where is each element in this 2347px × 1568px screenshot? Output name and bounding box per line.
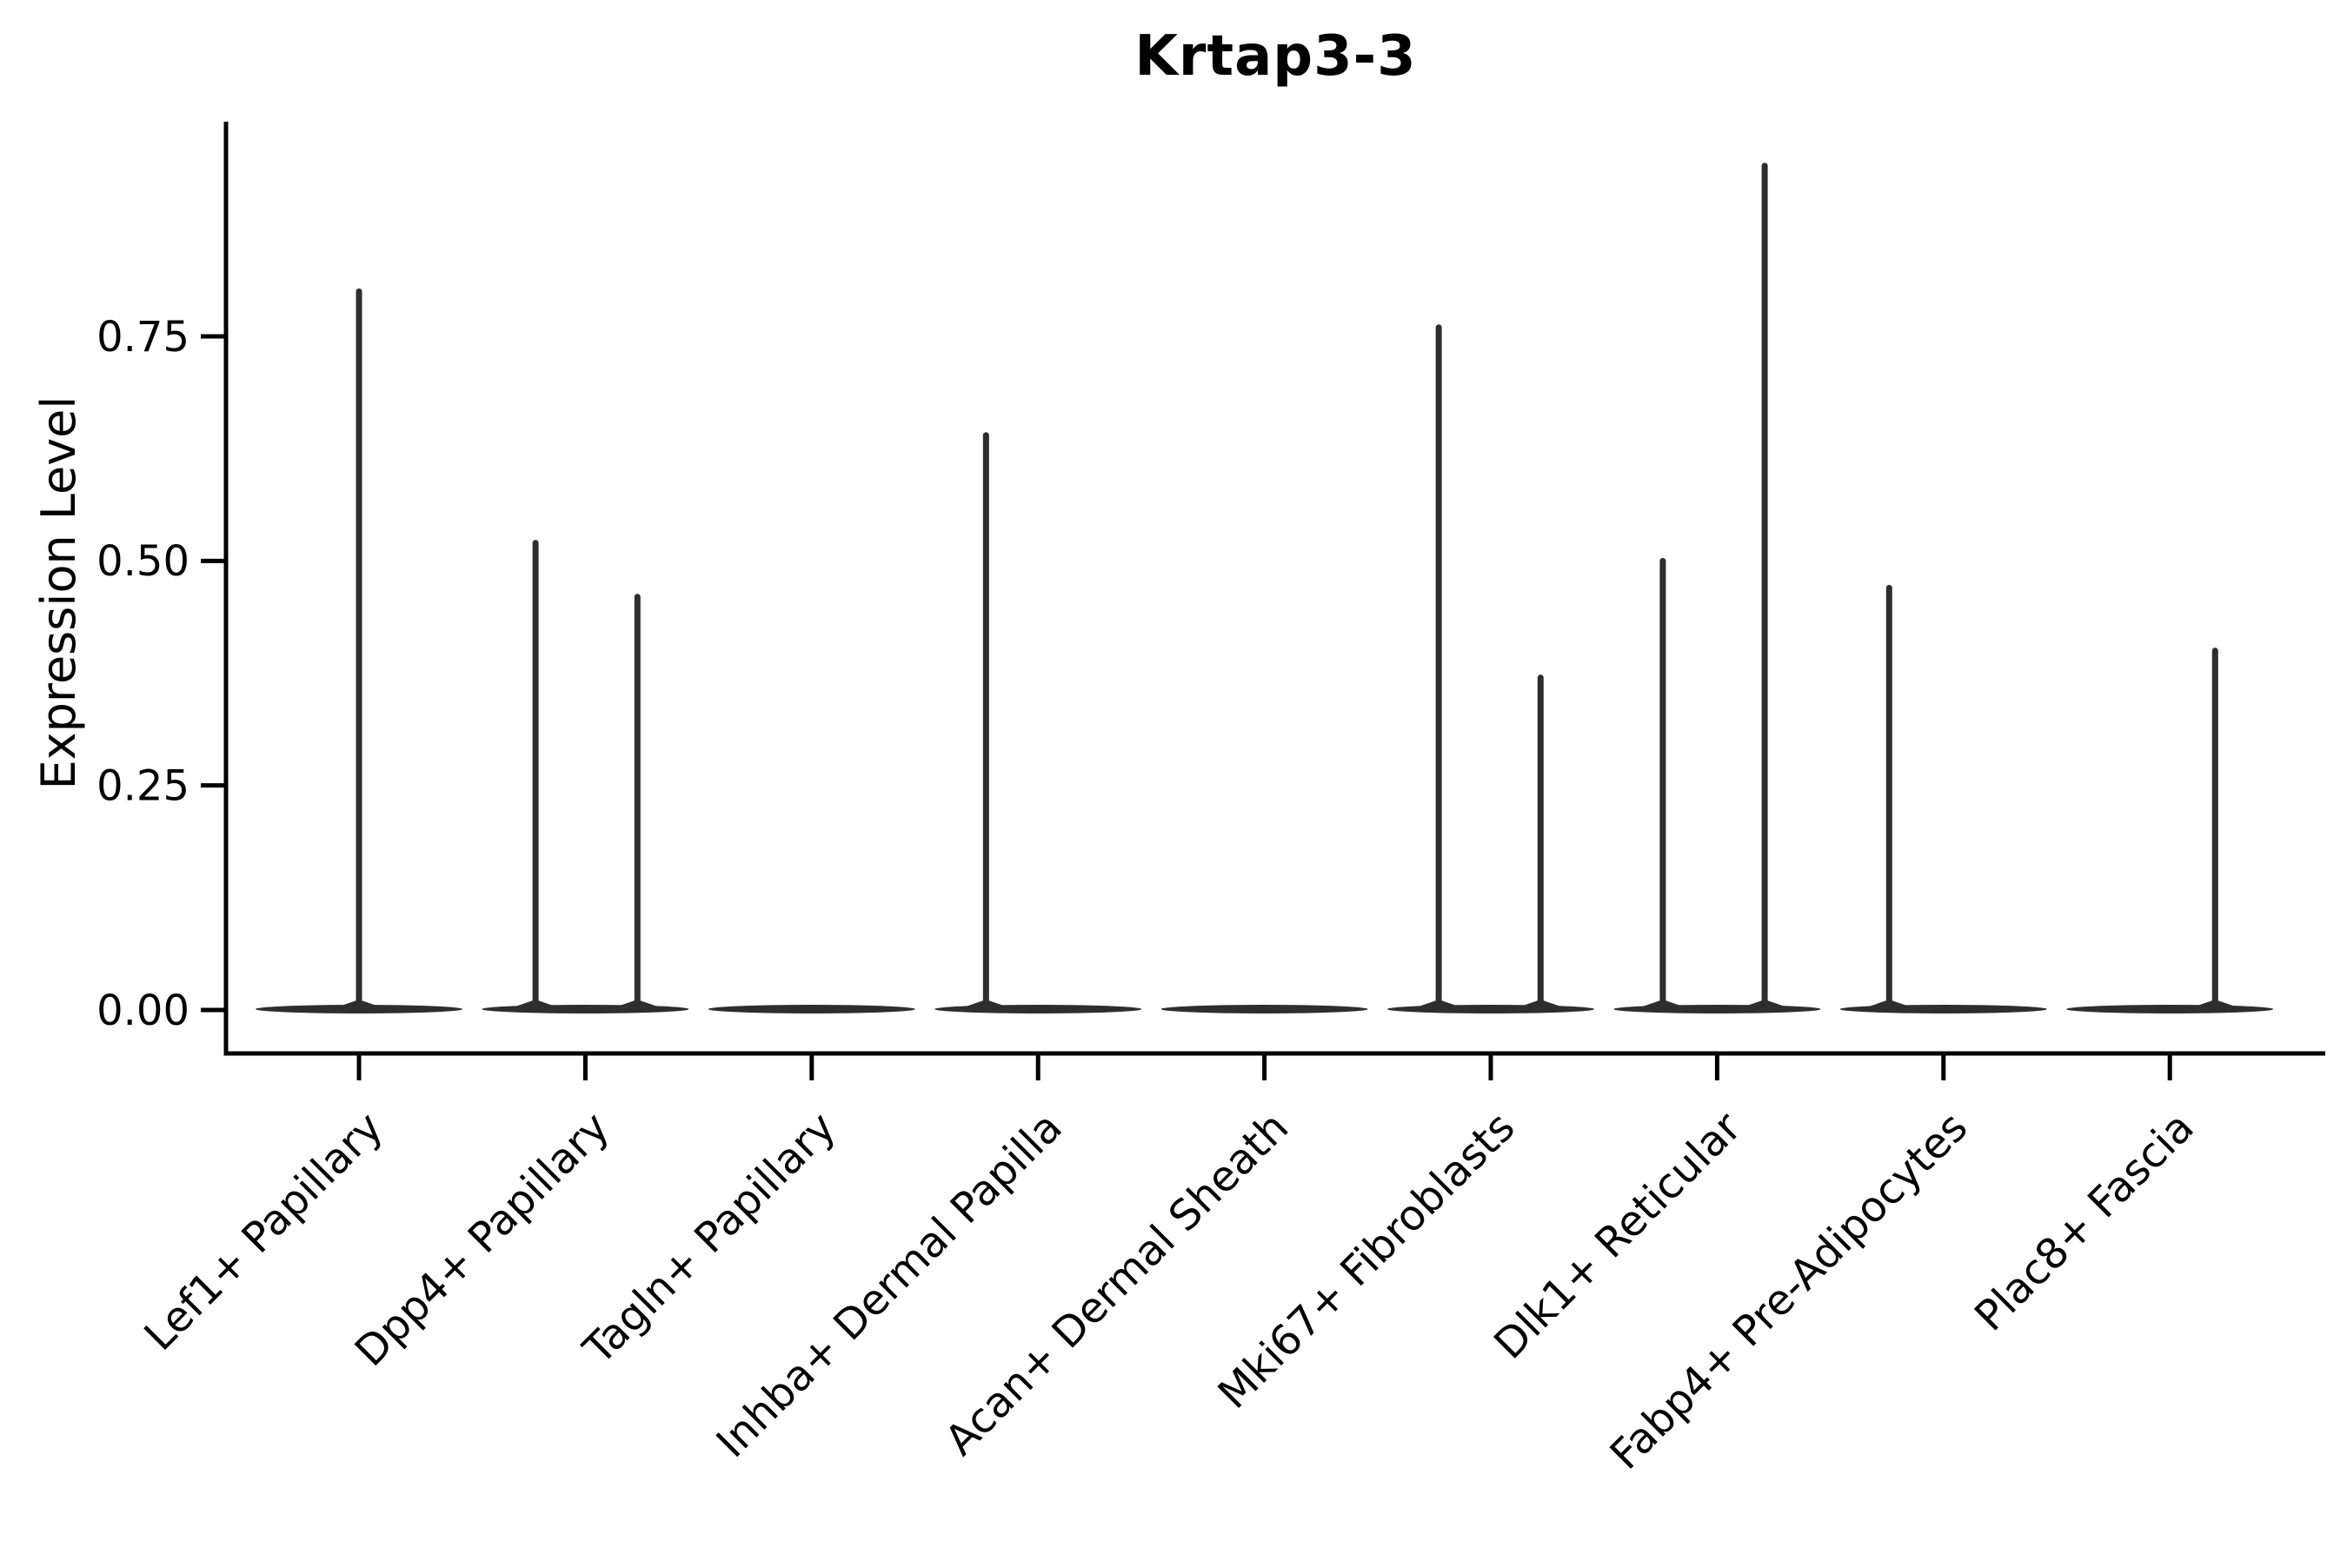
y-tick-label: 0.75 [96,313,189,362]
x-tick-label: Tagln+ Papillary [574,1103,845,1374]
violin-baseline [482,1005,689,1013]
violin-baseline [1613,1005,1821,1013]
y-tick-label: 0.00 [96,987,189,1035]
x-tick-label: Lef1+ Papillary [136,1103,393,1360]
y-tick-label: 0.50 [96,537,189,586]
violin-baseline [256,1005,462,1013]
y-tick-label: 0.25 [96,761,189,810]
violin-baseline [708,1005,915,1013]
violin-baseline [1160,1005,1368,1013]
x-tick-label: Dlk1+ Reticular [1485,1103,1751,1369]
violin-baseline [934,1005,1142,1013]
x-tick-label: Fabp4+ Pre-Adipocytes [1601,1103,1978,1479]
violin-baseline [1839,1005,2047,1013]
y-axis-label: Expression Level [31,395,86,790]
x-tick-label: Plac8+ Fascia [1965,1103,2204,1341]
plot-title: Krtap3-3 [1134,24,1417,89]
violin-baseline [1387,1005,1594,1013]
violin-baseline [2066,1005,2274,1013]
